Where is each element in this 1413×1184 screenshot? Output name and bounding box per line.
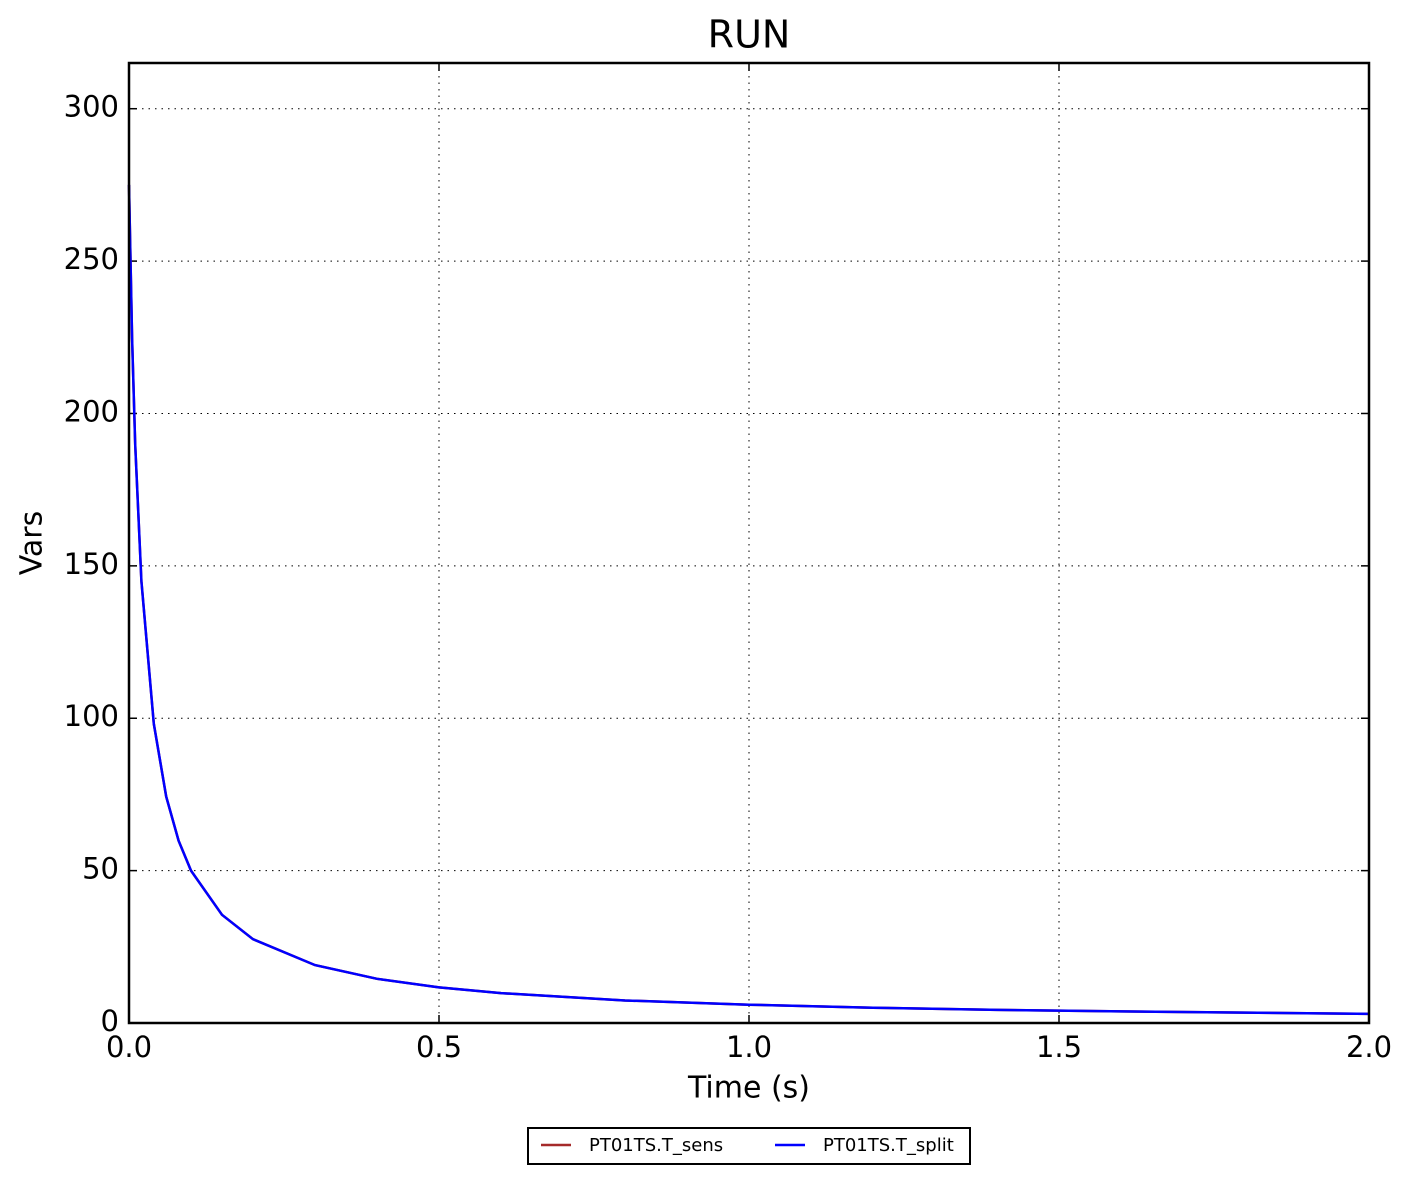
y-tick-label: 300 bbox=[64, 90, 119, 124]
x-axis-label: Time (s) bbox=[687, 1071, 810, 1106]
y-tick-label: 200 bbox=[64, 394, 119, 428]
plot-frame bbox=[127, 61, 1371, 1025]
y-tick-label: 150 bbox=[64, 547, 119, 581]
x-tick-label: 1.5 bbox=[1036, 1030, 1082, 1064]
y-axis-label: Vars bbox=[15, 511, 50, 576]
x-tick-label: 1.0 bbox=[726, 1030, 772, 1064]
y-tick-label: 0 bbox=[101, 1004, 119, 1038]
x-tick-label: 0.0 bbox=[106, 1030, 152, 1064]
x-tick-label: 0.5 bbox=[416, 1030, 462, 1064]
y-tick-label: 50 bbox=[82, 852, 119, 886]
legend-label: PT01TS.T_sens bbox=[589, 1135, 723, 1156]
chart-title: RUN bbox=[708, 13, 791, 57]
x-tick-label: 2.0 bbox=[1346, 1030, 1392, 1064]
legend-box bbox=[527, 1127, 971, 1165]
y-tick-label: 100 bbox=[64, 699, 119, 733]
legend-label: PT01TS.T_split bbox=[823, 1135, 954, 1156]
y-tick-label: 250 bbox=[64, 242, 119, 276]
series-line bbox=[127, 184, 1370, 1016]
